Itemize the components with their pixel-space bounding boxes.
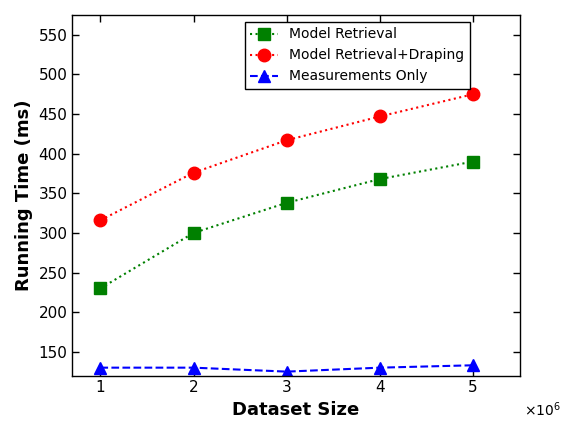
- Measurements Only: [376, 365, 383, 370]
- Line: Model Retrieval+Draping: Model Retrieval+Draping: [94, 88, 479, 227]
- Model Retrieval+Draping: [190, 170, 197, 175]
- Measurements Only: [190, 365, 197, 370]
- Model Retrieval: [283, 200, 290, 205]
- Model Retrieval+Draping: [97, 218, 104, 223]
- Model Retrieval+Draping: [283, 138, 290, 143]
- X-axis label: Dataset Size: Dataset Size: [232, 401, 359, 419]
- Model Retrieval: [97, 286, 104, 291]
- Line: Model Retrieval: Model Retrieval: [94, 155, 479, 295]
- Text: $\times 10^6$: $\times 10^6$: [524, 401, 561, 419]
- Model Retrieval+Draping: [469, 92, 476, 97]
- Y-axis label: Running Time (ms): Running Time (ms): [15, 99, 33, 291]
- Legend: Model Retrieval, Model Retrieval+Draping, Measurements Only: Model Retrieval, Model Retrieval+Draping…: [245, 22, 470, 89]
- Model Retrieval+Draping: [376, 114, 383, 119]
- Line: Measurements Only: Measurements Only: [94, 359, 479, 378]
- Model Retrieval: [190, 230, 197, 236]
- Model Retrieval: [469, 159, 476, 164]
- Measurements Only: [469, 363, 476, 368]
- Measurements Only: [97, 365, 104, 370]
- Model Retrieval: [376, 177, 383, 182]
- Measurements Only: [283, 369, 290, 374]
